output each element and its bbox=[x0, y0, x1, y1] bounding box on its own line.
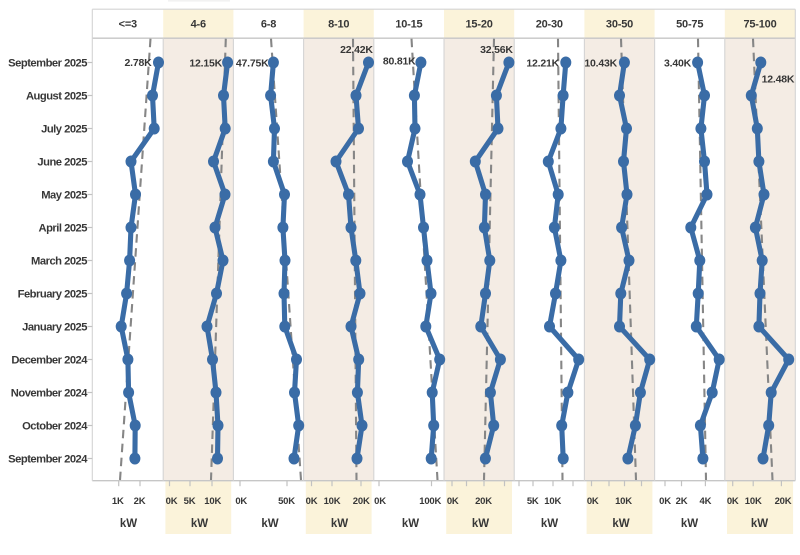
svg-text:kW: kW bbox=[402, 518, 419, 530]
svg-text:10K: 10K bbox=[544, 496, 561, 507]
svg-text:15-20: 15-20 bbox=[466, 19, 493, 31]
svg-text:10K: 10K bbox=[204, 496, 221, 507]
svg-text:12.48K: 12.48K bbox=[762, 74, 795, 86]
svg-text:0K: 0K bbox=[306, 496, 318, 507]
svg-text:2.78K: 2.78K bbox=[124, 57, 152, 69]
svg-text:February 2025: February 2025 bbox=[18, 289, 88, 301]
svg-text:0K: 0K bbox=[166, 496, 178, 507]
svg-text:June 2025: June 2025 bbox=[37, 157, 87, 169]
svg-text:0K: 0K bbox=[374, 496, 386, 507]
svg-text:80.81K: 80.81K bbox=[383, 56, 416, 68]
svg-text:10.43K: 10.43K bbox=[584, 58, 617, 70]
svg-text:5K: 5K bbox=[184, 496, 196, 507]
svg-text:0K: 0K bbox=[447, 496, 459, 507]
svg-text:kW: kW bbox=[120, 518, 137, 530]
svg-text:<=3: <=3 bbox=[119, 19, 137, 31]
svg-text:10K: 10K bbox=[324, 496, 341, 507]
svg-text:0K: 0K bbox=[659, 496, 671, 507]
svg-text:kW: kW bbox=[191, 518, 208, 530]
svg-text:8-10: 8-10 bbox=[328, 19, 349, 31]
svg-text:6-8: 6-8 bbox=[261, 19, 276, 31]
svg-text:July 2025: July 2025 bbox=[41, 124, 87, 136]
svg-text:September 2025: September 2025 bbox=[8, 58, 87, 70]
svg-text:10K: 10K bbox=[615, 496, 632, 507]
svg-text:30-50: 30-50 bbox=[606, 19, 633, 31]
svg-text:0K: 0K bbox=[727, 496, 739, 507]
svg-text:kW: kW bbox=[261, 518, 278, 530]
svg-text:5K: 5K bbox=[527, 496, 539, 507]
svg-text:50K: 50K bbox=[278, 496, 295, 507]
svg-text:47.75K: 47.75K bbox=[236, 58, 269, 70]
svg-text:kW: kW bbox=[331, 518, 348, 530]
svg-text:kW: kW bbox=[612, 518, 629, 530]
svg-text:20-30: 20-30 bbox=[536, 19, 563, 31]
svg-text:4K: 4K bbox=[700, 496, 712, 507]
svg-text:kW: kW bbox=[541, 518, 558, 530]
svg-text:November 2024: November 2024 bbox=[11, 388, 88, 400]
svg-text:January 2025: January 2025 bbox=[22, 322, 87, 334]
svg-text:32.56K: 32.56K bbox=[480, 44, 513, 56]
svg-text:4-6: 4-6 bbox=[191, 19, 206, 31]
svg-text:10-15: 10-15 bbox=[395, 19, 422, 31]
svg-text:50-75: 50-75 bbox=[676, 19, 703, 31]
svg-text:September 2024: September 2024 bbox=[8, 454, 88, 466]
svg-text:kW: kW bbox=[472, 518, 489, 530]
svg-text:20K: 20K bbox=[353, 496, 370, 507]
svg-text:10K: 10K bbox=[745, 496, 762, 507]
svg-text:100K: 100K bbox=[419, 496, 441, 507]
svg-text:0K: 0K bbox=[587, 496, 599, 507]
svg-text:75-100: 75-100 bbox=[743, 19, 776, 31]
svg-text:October 2024: October 2024 bbox=[22, 421, 88, 433]
svg-text:kW: kW bbox=[681, 518, 698, 530]
svg-text:1K: 1K bbox=[112, 496, 124, 507]
svg-text:December 2024: December 2024 bbox=[11, 355, 88, 367]
svg-text:May 2025: May 2025 bbox=[41, 190, 87, 202]
svg-text:12.21K: 12.21K bbox=[526, 58, 559, 70]
svg-text:August 2025: August 2025 bbox=[26, 91, 87, 103]
svg-text:2K: 2K bbox=[676, 496, 688, 507]
svg-text:22.42K: 22.42K bbox=[340, 44, 373, 56]
svg-text:March 2025: March 2025 bbox=[31, 256, 87, 268]
svg-text:0K: 0K bbox=[235, 496, 247, 507]
svg-text:2K: 2K bbox=[134, 496, 146, 507]
svg-text:kW: kW bbox=[751, 518, 768, 530]
svg-text:20K: 20K bbox=[475, 496, 492, 507]
svg-text:12.15K: 12.15K bbox=[189, 58, 222, 70]
svg-text:April 2025: April 2025 bbox=[39, 223, 88, 235]
svg-text:3.40K: 3.40K bbox=[664, 58, 692, 70]
svg-text:20K: 20K bbox=[775, 496, 792, 507]
